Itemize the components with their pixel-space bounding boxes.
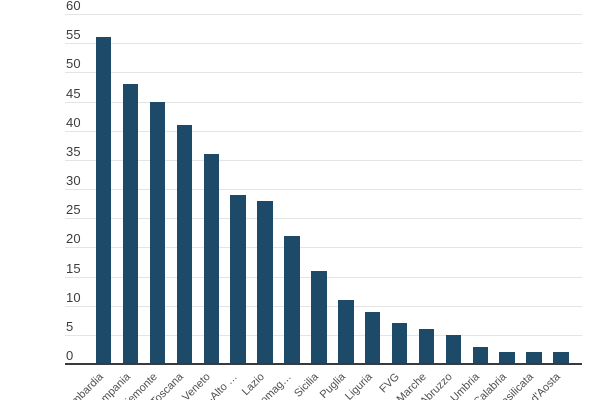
bar-lazio [257, 200, 273, 363]
gridline-40 [65, 130, 582, 132]
bar-umbria [472, 346, 489, 363]
y-tick-label-45: 45 [66, 85, 81, 101]
gridline-25 [65, 218, 582, 220]
bar-puglia [338, 299, 354, 363]
bar-campania [122, 84, 139, 363]
bar-marche [418, 329, 435, 363]
bar-liguria [364, 311, 381, 363]
y-tick-label-35: 35 [66, 143, 81, 159]
y-tick-label-15: 15 [66, 260, 81, 276]
y-tick-label-60: 60 [66, 0, 81, 13]
bar-calabria [499, 352, 515, 363]
y-tick-label-25: 25 [66, 202, 81, 218]
bar-basilicata [526, 352, 542, 363]
gridline-30 [65, 189, 582, 190]
gridline-45 [65, 101, 582, 103]
gridline-60 [65, 14, 582, 15]
bar-lombardia [95, 37, 112, 363]
y-tick-label-5: 5 [66, 318, 74, 334]
bar-piemonte [149, 101, 166, 363]
gridline-55 [65, 43, 582, 45]
y-tick-label-40: 40 [66, 114, 81, 130]
bar-veneto [203, 154, 220, 363]
gridline-35 [65, 159, 582, 161]
y-tick-label-30: 30 [66, 173, 81, 188]
bar-toscana [176, 124, 193, 363]
y-tick-label-10: 10 [66, 289, 81, 305]
bar-sicilia [311, 270, 327, 363]
y-tick-label-55: 55 [66, 27, 81, 43]
bar-e-romag [284, 235, 300, 363]
bar-fvg [391, 323, 408, 363]
gridline-20 [65, 247, 582, 249]
y-tick-label-50: 50 [66, 56, 81, 72]
bar-trentino-alto [230, 194, 246, 363]
y-tick-label-20: 20 [66, 231, 81, 247]
x-axis-line [65, 362, 582, 366]
bar-abruzzo [445, 334, 462, 363]
gridline-50 [65, 72, 582, 74]
bar-v-d-aosta [553, 352, 569, 363]
y-tick-label-0: 0 [66, 348, 74, 363]
x-tick-label-lombardia: Lombardia [60, 370, 106, 400]
